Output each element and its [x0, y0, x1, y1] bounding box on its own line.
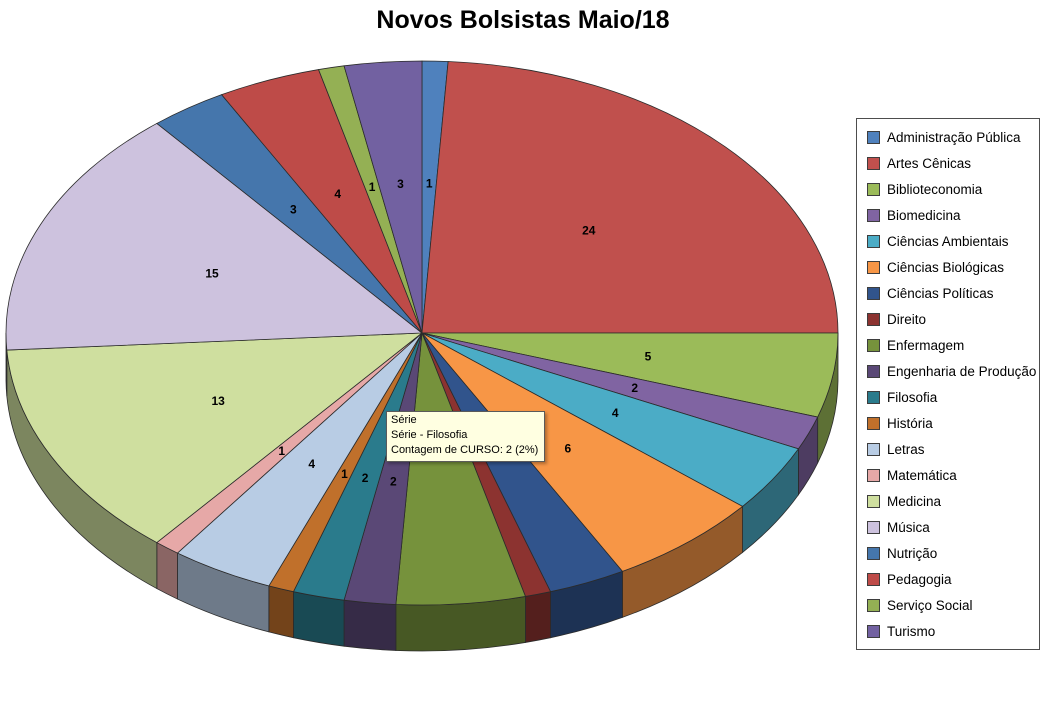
legend-label: Biomedicina	[887, 207, 961, 223]
slice-value-label: 1	[369, 180, 376, 194]
slice-value-label: 5	[645, 349, 652, 363]
legend-swatch	[867, 364, 880, 378]
slice-value-label: 2	[631, 381, 638, 395]
pie-slice-1[interactable]	[421, 61, 839, 334]
legend-label: Nutrição	[887, 545, 938, 561]
legend-label: Ciências Ambientais	[887, 233, 1009, 249]
pie-slice-19[interactable]	[343, 60, 423, 334]
pie-slice-side	[525, 591, 551, 643]
legend-item-10[interactable]: Filosofia	[861, 384, 1035, 410]
tooltip-point: Série - Filosofia	[391, 429, 468, 441]
slice-value-label: 4	[612, 406, 619, 420]
legend-label: Medicina	[887, 493, 942, 509]
legend-item-5[interactable]: Ciências Biológicas	[861, 254, 1035, 280]
legend-swatch	[867, 572, 880, 586]
tooltip: Série Série - Filosofia Contagem de CURS…	[386, 411, 546, 462]
legend-label: Administração Pública	[887, 129, 1021, 145]
legend-item-8[interactable]: Enfermagem	[861, 332, 1035, 358]
slice-value-label: 4	[308, 457, 315, 471]
slice-value-label: 4	[334, 187, 341, 201]
legend-swatch	[867, 494, 880, 508]
legend-item-16[interactable]: Nutrição	[861, 540, 1035, 566]
legend-swatch	[867, 520, 880, 534]
legend-swatch	[867, 156, 880, 170]
legend-item-13[interactable]: Matemática	[861, 462, 1035, 488]
pie-slice-side	[293, 591, 345, 647]
legend-swatch	[867, 468, 880, 482]
slice-value-label: 3	[397, 177, 404, 191]
legend-swatch	[867, 130, 880, 144]
slice-value-label: 1	[426, 176, 433, 190]
legend-swatch	[867, 338, 880, 352]
slice-value-label: 3	[290, 202, 297, 216]
legend-label: Enfermagem	[887, 337, 965, 353]
legend-item-19[interactable]: Turismo	[861, 618, 1035, 644]
pie-slice-5[interactable]	[421, 332, 744, 572]
legend-item-12[interactable]: Letras	[861, 436, 1035, 462]
legend-item-15[interactable]: Música	[861, 514, 1035, 540]
legend-swatch	[867, 416, 880, 430]
legend-label: Matemática	[887, 467, 957, 483]
legend-item-4[interactable]: Ciências Ambientais	[861, 228, 1035, 254]
legend-item-1[interactable]: Artes Cênicas	[861, 150, 1035, 176]
legend-item-11[interactable]: História	[861, 410, 1035, 436]
legend-swatch	[867, 182, 880, 196]
legend-label: Ciências Políticas	[887, 285, 994, 301]
slice-value-label: 13	[211, 394, 225, 408]
legend-swatch	[867, 260, 880, 274]
legend-swatch	[867, 312, 880, 326]
slice-value-label: 24	[582, 224, 596, 238]
slice-value-label: 1	[278, 444, 285, 458]
pie-slice-14[interactable]	[6, 332, 424, 544]
legend-label: História	[887, 415, 933, 431]
slice-value-label: 1	[341, 467, 348, 481]
legend-item-17[interactable]: Pedagogia	[861, 566, 1035, 592]
tooltip-series: Série	[391, 414, 417, 426]
legend-swatch	[867, 624, 880, 638]
pie-slice-side	[268, 585, 294, 639]
legend-label: Filosofia	[887, 389, 938, 405]
legend-label: Serviço Social	[887, 597, 973, 613]
legend-label: Direito	[887, 311, 927, 327]
legend-item-9[interactable]: Engenharia de Produção	[861, 358, 1037, 384]
legend-item-6[interactable]: Ciências Políticas	[861, 280, 1035, 306]
legend-swatch	[867, 286, 880, 300]
legend-swatch	[867, 546, 880, 560]
slice-value-label: 2	[362, 471, 369, 485]
legend-label: Engenharia de Produção	[887, 363, 1037, 379]
slice-value-label: 6	[564, 441, 571, 455]
legend-swatch	[867, 442, 880, 456]
legend-item-2[interactable]: Biblioteconomia	[861, 176, 1035, 202]
legend-label: Música	[887, 519, 930, 535]
legend-swatch	[867, 390, 880, 404]
legend: Administração Pública Artes Cênicas Biblio…	[856, 118, 1040, 650]
legend-item-3[interactable]: Biomedicina	[861, 202, 1035, 228]
legend-item-18[interactable]: Serviço Social	[861, 592, 1035, 618]
legend-label: Ciências Biológicas	[887, 259, 1005, 275]
legend-swatch	[867, 234, 880, 248]
legend-item-14[interactable]: Medicina	[861, 488, 1035, 514]
pie-slice-side	[343, 599, 397, 651]
tooltip-value: Contagem de CURSO: 2 (2%)	[391, 444, 539, 456]
legend-item-7[interactable]: Direito	[861, 306, 1035, 332]
legend-label: Letras	[887, 441, 925, 457]
chart-title: Novos Bolsistas Maio/18	[376, 6, 670, 34]
pie-slice-15[interactable]	[5, 122, 424, 351]
slice-value-label: 2	[390, 474, 397, 488]
slice-value-label: 15	[205, 267, 219, 281]
legend-label: Turismo	[887, 623, 936, 639]
legend-swatch	[867, 598, 880, 612]
legend-label: Artes Cênicas	[887, 155, 972, 171]
legend-item-0[interactable]: Administração Pública	[861, 124, 1035, 150]
legend-label: Pedagogia	[887, 571, 952, 587]
legend-label: Biblioteconomia	[887, 181, 983, 197]
legend-swatch	[867, 208, 880, 222]
